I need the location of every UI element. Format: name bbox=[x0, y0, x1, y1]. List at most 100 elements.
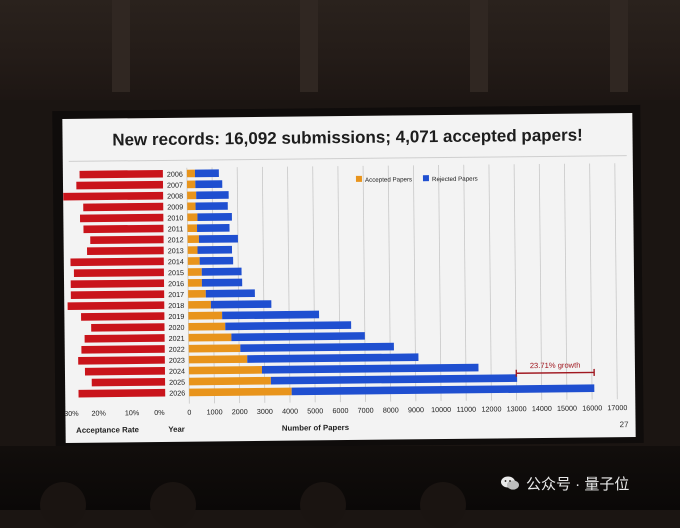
acceptance-rate-bar bbox=[74, 268, 164, 277]
watermark: 公众号 · 量子位 bbox=[500, 472, 629, 494]
legend-swatch-accepted bbox=[356, 176, 362, 182]
gridline bbox=[489, 165, 491, 401]
acceptance-rate-bar bbox=[68, 301, 165, 310]
accepted-papers-bar bbox=[187, 181, 195, 189]
acceptance-rate-bar bbox=[78, 389, 165, 398]
rejected-papers-bar bbox=[231, 332, 365, 341]
rejected-papers-bar bbox=[247, 353, 418, 362]
year-label: 2023 bbox=[169, 356, 185, 365]
ceiling-beam bbox=[610, 0, 628, 92]
accepted-papers-bar bbox=[189, 344, 241, 352]
acceptance-rate-bar bbox=[83, 225, 163, 233]
year-label: 2016 bbox=[168, 279, 184, 288]
acceptance-rate-bar bbox=[85, 334, 165, 342]
rejected-papers-bar bbox=[197, 213, 232, 221]
audience-head bbox=[300, 482, 346, 528]
rejected-papers-bar bbox=[271, 374, 517, 384]
page-number: 27 bbox=[620, 420, 630, 429]
acceptance-rate-bar bbox=[78, 356, 165, 365]
accepted-papers-bar bbox=[189, 388, 292, 397]
acceptance-rate-bar bbox=[76, 181, 163, 190]
papers-tick-label: 2000 bbox=[232, 407, 248, 416]
acceptance-rate-bar bbox=[92, 378, 165, 386]
rejected-papers-bar bbox=[225, 321, 351, 330]
acceptance-tick-label: 10% bbox=[125, 408, 140, 417]
year-label: 2010 bbox=[167, 213, 183, 222]
accepted-papers-bar bbox=[187, 213, 197, 221]
acceptance-tick-label: 20% bbox=[91, 409, 106, 418]
acceptance-rate-bar bbox=[70, 258, 163, 267]
papers-axis-title: Number of Papers bbox=[282, 423, 350, 433]
audience-head bbox=[150, 482, 196, 528]
acceptance-rate-bar bbox=[90, 236, 163, 244]
year-label: 2007 bbox=[167, 180, 183, 189]
acceptance-rate-bar bbox=[91, 323, 164, 331]
accepted-papers-bar bbox=[188, 246, 198, 254]
papers-tick-label: 16000 bbox=[582, 403, 602, 412]
papers-tick-label: 6000 bbox=[332, 406, 348, 415]
rejected-papers-bar bbox=[292, 384, 595, 395]
accepted-papers-bar bbox=[189, 355, 247, 363]
papers-tick-label: 8000 bbox=[383, 405, 399, 414]
rejected-papers-bar bbox=[197, 224, 230, 232]
accepted-papers-bar bbox=[189, 333, 232, 341]
accepted-papers-bar bbox=[187, 202, 195, 210]
projected-slide: New records: 16,092 submissions; 4,071 a… bbox=[62, 113, 635, 443]
audience-head bbox=[420, 482, 466, 528]
papers-tick-label: 9000 bbox=[408, 405, 424, 414]
accepted-papers-bar bbox=[188, 235, 199, 243]
papers-tick-label: 4000 bbox=[282, 407, 298, 416]
papers-tick-label: 15000 bbox=[557, 404, 577, 413]
papers-tick-label: 3000 bbox=[257, 407, 273, 416]
year-label: 2011 bbox=[168, 224, 184, 233]
rejected-papers-bar bbox=[222, 311, 319, 320]
rejected-papers-bar bbox=[240, 343, 394, 352]
legend-label-rejected: Rejected Papers bbox=[432, 176, 478, 183]
year-label: 2022 bbox=[169, 345, 185, 354]
papers-tick-label: 1000 bbox=[207, 407, 223, 416]
watermark-text: 公众号 · 量子位 bbox=[526, 473, 629, 494]
year-label: 2026 bbox=[169, 389, 185, 398]
acceptance-rate-bar bbox=[63, 192, 163, 201]
acceptance-rate-bar bbox=[71, 290, 164, 299]
ceiling-beam bbox=[470, 0, 488, 92]
year-label: 2013 bbox=[168, 246, 184, 255]
accepted-papers-bar bbox=[189, 366, 262, 374]
year-label: 2015 bbox=[168, 268, 184, 277]
year-label: 2019 bbox=[168, 312, 184, 321]
accepted-papers-bar bbox=[188, 290, 206, 298]
year-label: 2018 bbox=[168, 301, 184, 310]
wechat-icon bbox=[500, 475, 520, 491]
accepted-papers-bar bbox=[188, 279, 202, 287]
acceptance-rate-bar bbox=[85, 367, 165, 375]
rejected-papers-bar bbox=[200, 257, 234, 265]
rejected-papers-bar bbox=[196, 202, 228, 210]
papers-tick-label: 7000 bbox=[358, 406, 374, 415]
rejected-papers-bar bbox=[202, 268, 242, 276]
accepted-papers-bar bbox=[188, 312, 222, 320]
year-label: 2020 bbox=[168, 323, 184, 332]
papers-tick-label: 14000 bbox=[532, 404, 552, 413]
growth-bracket-line bbox=[516, 372, 594, 373]
accepted-papers-bar bbox=[188, 268, 202, 276]
papers-tick-label: 10000 bbox=[431, 405, 451, 414]
acceptance-tick-label: 30% bbox=[64, 409, 79, 418]
acceptance-rate-bar bbox=[81, 345, 164, 353]
rejected-papers-bar bbox=[197, 246, 232, 254]
ceiling-beam bbox=[300, 0, 318, 92]
gridline bbox=[590, 163, 592, 399]
acceptance-rate-bar bbox=[80, 170, 163, 178]
accepted-papers-bar bbox=[187, 191, 196, 199]
year-label: 2009 bbox=[167, 202, 183, 211]
accepted-papers-bar bbox=[188, 257, 200, 265]
acceptance-tick-label: 0% bbox=[154, 408, 165, 417]
papers-tick-label: 11000 bbox=[457, 405, 477, 414]
accepted-papers-bar bbox=[187, 224, 197, 232]
rejected-papers-bar bbox=[262, 364, 479, 374]
papers-tick-label: 12000 bbox=[481, 404, 501, 413]
rejected-papers-bar bbox=[206, 289, 255, 297]
papers-tick-label: 0 bbox=[187, 408, 191, 417]
stage-ceiling bbox=[0, 0, 680, 100]
acceptance-rate-bar bbox=[81, 312, 164, 320]
papers-tick-label: 5000 bbox=[307, 406, 323, 415]
